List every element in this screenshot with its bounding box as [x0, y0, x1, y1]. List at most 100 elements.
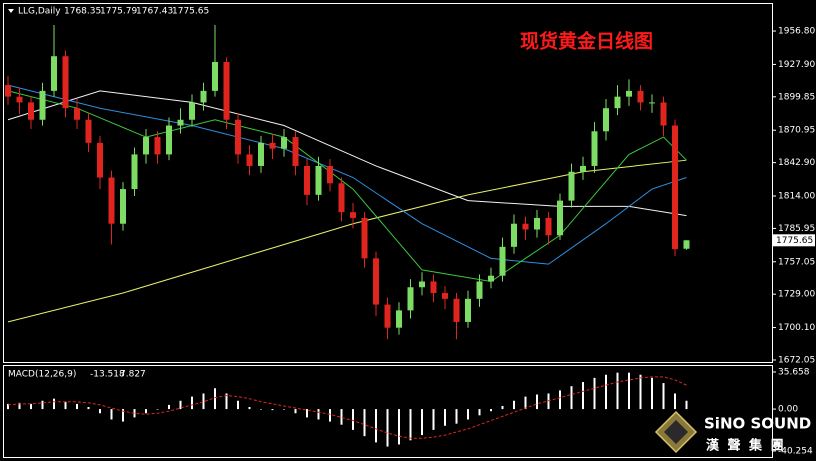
macd-bar [421, 409, 423, 436]
y-tick-label: 1785.95 [778, 224, 815, 234]
y-tick-label: 1956.80 [778, 27, 815, 37]
logo-icon-inner [664, 420, 688, 444]
candle-body [488, 275, 494, 282]
last-price-label: 1775.65 [776, 236, 813, 246]
macd-bar [237, 400, 239, 410]
candle-body [235, 119, 241, 155]
macd-y-tick-label: 0.00 [778, 405, 798, 415]
candle-body [189, 102, 195, 120]
macd-bar [283, 409, 285, 410]
macd-bar [179, 400, 182, 410]
macd-bar [214, 388, 216, 410]
macd-bar [41, 400, 44, 410]
macd-y-tick-label: -40.254 [778, 446, 813, 456]
candle-body [327, 165, 333, 184]
candle-body [292, 137, 299, 166]
candle-body [177, 119, 184, 126]
candle-body [534, 217, 540, 230]
chart-title: 现货黄金日线图 [520, 30, 653, 53]
candle-body [51, 56, 57, 91]
macd-bar [616, 372, 619, 410]
macd-bar [524, 396, 527, 410]
candle-body [212, 61, 218, 91]
candle-body [557, 200, 563, 236]
macd-bar [570, 386, 573, 410]
macd-bar [168, 404, 170, 410]
candle-body [154, 137, 161, 155]
macd-bar [145, 409, 147, 414]
macd-bar [398, 409, 400, 445]
macd-bar [639, 374, 642, 410]
y-tick-label: 1927.90 [778, 60, 815, 70]
candle-body [16, 96, 23, 103]
macd-bar [628, 372, 630, 410]
candle-body [522, 223, 529, 230]
macd-bar [225, 393, 228, 410]
macd-bar [513, 400, 515, 410]
macd-bar [294, 409, 297, 414]
macd-bar [490, 409, 492, 412]
candle-body [373, 258, 379, 305]
macd-bar [674, 393, 676, 410]
main-panel-frame [3, 3, 773, 363]
macd-bar [340, 409, 343, 425]
macd-bar [582, 382, 584, 410]
candle-body [143, 137, 149, 155]
y-tick-label: 1842.90 [778, 158, 815, 168]
y-tick-label: 1729.00 [778, 290, 815, 300]
candle-body [5, 85, 11, 97]
candle-body [223, 61, 230, 120]
macd-bar [662, 383, 665, 410]
candle-body [614, 96, 621, 109]
y-tick-label: 1700.10 [778, 323, 815, 333]
macd-bar [547, 393, 550, 410]
candle-body [361, 217, 368, 259]
macd-bar [605, 374, 607, 410]
moving-average [7, 90, 687, 217]
candle-body [246, 154, 253, 166]
macd-bar [685, 400, 688, 410]
candle-body [637, 90, 644, 103]
candle-body [453, 298, 460, 322]
candle-body [62, 56, 69, 109]
candle-body [97, 142, 103, 178]
logo: SiNO SOUND 漢 聲 集 團 [654, 410, 811, 454]
candle-body [511, 223, 517, 247]
macd-bar [317, 409, 320, 420]
candle-body [350, 212, 356, 218]
y-tick-label: 1899.85 [778, 92, 815, 102]
macd-bar [18, 402, 21, 410]
candle-body [315, 165, 322, 195]
candle-body [120, 189, 126, 224]
candle-body [338, 183, 345, 213]
candle-body [269, 142, 276, 149]
macd-bar [248, 407, 251, 410]
moving-average [7, 90, 687, 283]
candle-body [85, 119, 92, 143]
candle-body [28, 102, 34, 120]
ohlc-high: 1775.79 [100, 7, 137, 17]
candle-body [396, 310, 402, 328]
macd-bar [53, 398, 55, 410]
macd-bar [651, 377, 653, 410]
macd-bar [501, 405, 504, 410]
candle-body [407, 287, 414, 311]
symbol-label: LLG,Daily [18, 7, 61, 17]
macd-bar [191, 396, 193, 410]
macd-bar [593, 377, 596, 410]
macd-bar [64, 401, 67, 410]
macd-bar [30, 403, 32, 410]
last-price-tag [773, 234, 815, 247]
macd-bar [455, 409, 458, 424]
ohlc-close: 1775.65 [172, 7, 209, 17]
y-tick-label: 1814.00 [778, 191, 815, 201]
macd-bar [444, 409, 446, 426]
candle-body [465, 298, 471, 322]
macd-bar [536, 394, 538, 410]
candle-body [430, 281, 437, 294]
candle-body [384, 304, 391, 328]
candle-body [166, 125, 172, 155]
signal-value: 7.827 [120, 370, 146, 380]
